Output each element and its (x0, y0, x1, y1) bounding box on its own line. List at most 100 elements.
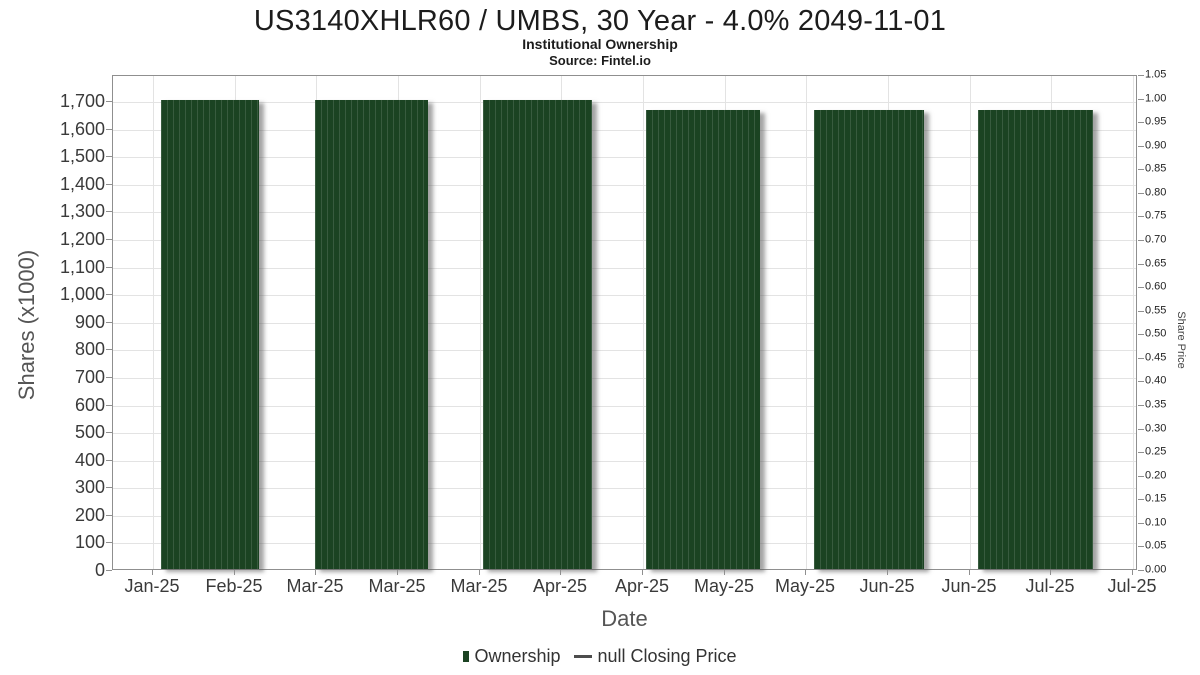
gridline-horizontal (113, 267, 1136, 269)
legend-item-null-closing-price[interactable]: null Closing Price (574, 646, 737, 667)
ownership-bar[interactable] (483, 100, 592, 569)
x-axis-tick-label: Jun-25 (941, 576, 997, 596)
left-axis-tick-mark (106, 349, 112, 351)
right-axis-tick-mark (1138, 240, 1144, 241)
right-axis-tick-label: 0.75 (1145, 209, 1167, 222)
gridline-horizontal (113, 239, 1136, 241)
x-axis-tick-label: Apr-25 (614, 576, 670, 596)
left-axis-tick-mark (106, 404, 112, 406)
x-axis-tick-mark (397, 570, 398, 575)
left-axis-tick-mark (106, 514, 112, 516)
x-axis-tick-mark (152, 570, 153, 575)
ownership-bar[interactable] (315, 100, 428, 569)
x-axis-tick-label: Jun-25 (859, 576, 915, 596)
right-axis-tick-label: 0.10 (1145, 516, 1167, 529)
x-axis-tick-mark (234, 570, 235, 575)
gridline-vertical (480, 76, 481, 569)
legend-item-ownership[interactable]: Ownership (463, 646, 560, 667)
left-axis-tick-mark (106, 432, 112, 434)
right-axis-tick-mark (1138, 310, 1144, 312)
left-axis-tick-mark (106, 156, 112, 158)
right-axis-tick-label: 0.05 (1145, 539, 1167, 552)
left-axis-tick-label: 900 (74, 311, 105, 332)
left-axis-tick-label: 500 (74, 422, 105, 443)
left-axis-tick-mark (106, 321, 112, 323)
right-axis-tick-label: 0.35 (1145, 398, 1167, 411)
right-axis-tick-label: 0.15 (1145, 492, 1167, 505)
left-axis-tick-mark (106, 128, 112, 130)
left-axis-tick-mark (106, 266, 112, 268)
left-axis-tick-label: 200 (74, 504, 105, 525)
left-axis-tick-label: 1,700 (59, 91, 105, 111)
left-axis-tick-label: 800 (74, 339, 105, 360)
right-axis-tick-mark (1138, 428, 1144, 430)
right-axis-tick-label: 0.90 (1145, 139, 1167, 152)
gridline-vertical (1133, 76, 1134, 569)
right-axis-tick-mark (1138, 570, 1144, 571)
right-axis-title: Share Price (1175, 311, 1187, 369)
legend-item-label: Ownership (474, 646, 561, 666)
left-axis-tick-label: 300 (74, 477, 105, 498)
gridline-horizontal (113, 102, 1136, 103)
right-axis-tick-label: 0.25 (1145, 445, 1167, 458)
right-axis-tick-mark (1138, 122, 1144, 124)
x-axis-title: Date (601, 606, 648, 631)
right-axis-tick-mark (1138, 381, 1144, 383)
right-axis-tick-mark (1138, 75, 1144, 76)
left-axis-tick-mark (106, 238, 112, 240)
legend: Ownership null Closing Price (0, 646, 1200, 667)
gridline-horizontal (113, 488, 1136, 490)
ownership-bar[interactable] (161, 100, 259, 569)
ownership-bar[interactable] (646, 110, 760, 569)
right-axis-tick-label: 0.00 (1145, 563, 1167, 576)
left-axis-tick-mark (106, 211, 112, 213)
right-axis-tick-label: 1.00 (1145, 92, 1167, 105)
x-axis-tick-mark (315, 570, 316, 575)
right-axis-tick-mark (1138, 452, 1144, 454)
gridline-horizontal (113, 129, 1136, 131)
left-axis-tick-label: 400 (74, 449, 105, 470)
right-axis-tick-label: 0.80 (1145, 186, 1167, 199)
right-axis-tick-mark (1138, 334, 1144, 336)
x-axis-tick-label: Jul-25 (1025, 576, 1075, 596)
left-axis-tick-label: 1,100 (59, 256, 105, 277)
ownership-bar[interactable] (978, 110, 1093, 569)
x-axis-tick-mark (724, 570, 725, 575)
left-axis-tick-label: 1,400 (59, 173, 105, 194)
right-axis-tick-label: 0.65 (1145, 257, 1167, 270)
gridline-horizontal (113, 157, 1136, 159)
x-axis-tick-mark (479, 570, 480, 575)
x-axis-tick-label: Mar-25 (450, 576, 508, 596)
x-axis-tick-label: Jul-25 (1107, 576, 1157, 596)
right-axis-tick-mark (1138, 216, 1144, 218)
right-axis-tick-label: 0.20 (1145, 469, 1167, 482)
right-axis-tick-mark (1138, 287, 1144, 289)
right-axis-tick-mark (1138, 405, 1144, 406)
right-axis-tick-label: 0.60 (1145, 280, 1167, 293)
right-axis-tick-label: 0.55 (1145, 304, 1167, 317)
left-axis-tick-label: 1,500 (59, 146, 105, 167)
gridline-horizontal (113, 515, 1136, 517)
right-axis-tick-label: 0.30 (1145, 422, 1167, 435)
legend-line-marker-icon (574, 655, 593, 658)
ownership-bar[interactable] (814, 110, 924, 569)
right-axis-tick-label: 0.95 (1145, 115, 1167, 128)
plot-area (112, 75, 1137, 570)
right-axis-tick-mark (1138, 169, 1144, 171)
x-axis-tick-label: Apr-25 (532, 576, 588, 596)
left-axis-tick-mark (106, 294, 112, 296)
gridline-vertical (643, 76, 644, 569)
right-axis-tick-mark (1138, 475, 1144, 477)
right-axis-tick-mark (1138, 357, 1144, 359)
left-axis-tick-mark (106, 542, 112, 544)
chart-source: Source: Fintel.io (549, 53, 651, 68)
x-axis-tick-mark (969, 570, 970, 575)
gridline-horizontal (113, 322, 1136, 324)
right-axis-tick-mark (1138, 145, 1144, 147)
right-axis-tick-label: 0.45 (1145, 351, 1167, 364)
legend-item-label: null Closing Price (597, 646, 737, 666)
left-axis-tick-label: 1,300 (59, 201, 105, 222)
x-axis-tick-mark (1132, 570, 1133, 575)
x-axis-tick-label: May-25 (774, 576, 836, 596)
left-axis-tick-label: 0 (94, 560, 105, 580)
